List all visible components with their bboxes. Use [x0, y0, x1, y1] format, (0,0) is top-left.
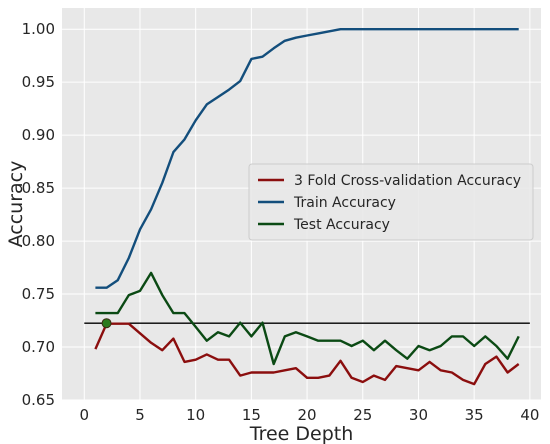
y-tick-label: 0.95: [22, 73, 55, 91]
x-tick-label: 25: [353, 406, 372, 424]
x-tick-label: 20: [298, 406, 317, 424]
legend-label: Test Accuracy: [293, 217, 390, 233]
x-tick-label: 35: [465, 406, 484, 424]
x-tick-labels: 0 5 10 15 20 25 30 35 40: [80, 406, 540, 424]
series-line-2: [95, 28, 519, 289]
x-tick-label: 10: [186, 406, 205, 424]
x-tick-label: 0: [80, 406, 90, 424]
highlight-point: [101, 318, 112, 329]
x-tick-label: 5: [135, 406, 145, 424]
series-line-3: [95, 271, 520, 366]
series-lines: [94, 28, 520, 386]
x-tick-label: 40: [520, 406, 539, 424]
y-tick-label: 0.75: [22, 285, 55, 303]
y-tick-label: 0.65: [22, 391, 55, 409]
y-tick-label: 0.85: [22, 179, 55, 197]
highlight-marker-group: [101, 318, 112, 329]
legend: 3 Fold Cross-validation Accuracy Train Ac…: [248, 163, 534, 241]
legend-label: Train Accuracy: [293, 195, 396, 211]
y-tick-label: 0.90: [22, 126, 55, 144]
y-tick-labels: 0.65 0.70 0.75 0.80 0.85 0.90 0.95 1.00: [22, 20, 55, 409]
y-tick-label: 1.00: [22, 20, 55, 38]
series-line-1: [94, 322, 520, 386]
y-axis-label: Accuracy: [5, 161, 27, 248]
legend-box: [248, 163, 534, 241]
y-tick-label: 0.80: [22, 232, 55, 250]
legend-label: 3 Fold Cross-validation Accuracy: [294, 173, 521, 189]
x-tick-label: 15: [242, 406, 261, 424]
y-tick-label: 0.70: [22, 338, 55, 356]
x-tick-label: 30: [409, 406, 428, 424]
x-axis-label: Tree Depth: [249, 423, 354, 444]
